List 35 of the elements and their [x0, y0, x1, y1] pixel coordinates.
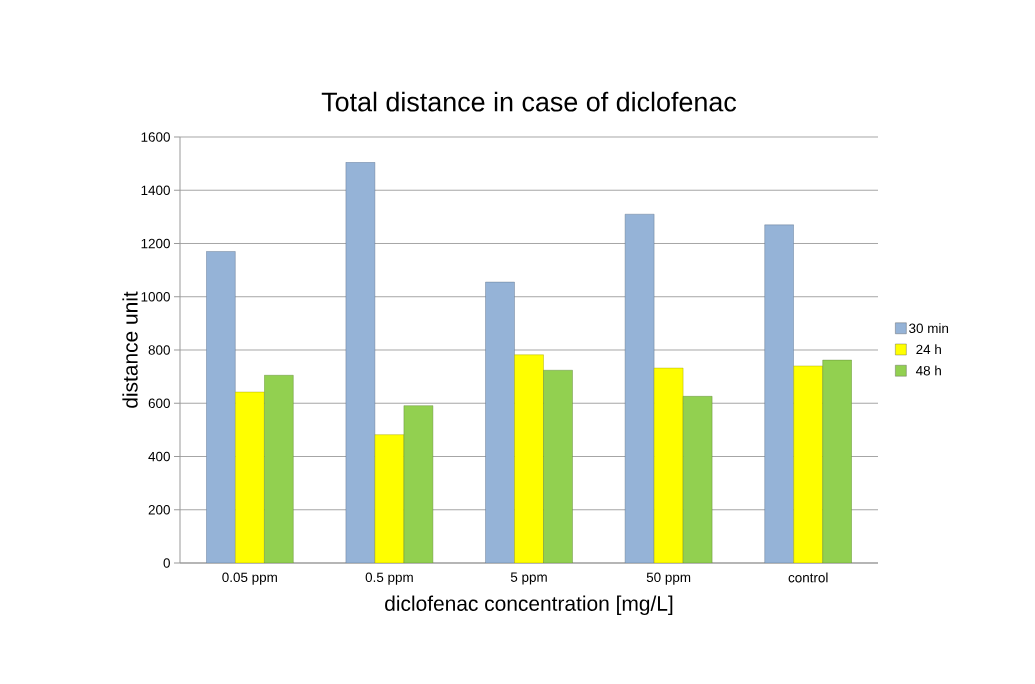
y-tick-label: 800: [148, 345, 170, 355]
y-tick-label: 1600: [141, 132, 170, 142]
legend-label: 24 h: [916, 344, 941, 355]
bar: [206, 251, 236, 563]
y-tick-label: 0: [163, 558, 170, 568]
bar: [682, 396, 713, 563]
x-tick-label: 0.5 ppm: [365, 572, 413, 585]
bar: [345, 162, 376, 563]
bar: [793, 365, 823, 563]
y-tick-label: 1400: [141, 185, 170, 195]
bar: [374, 434, 405, 563]
y-tick-label: 1200: [141, 238, 170, 249]
x-tick-label: 5 ppm: [510, 572, 547, 585]
legend-label: 30 min: [909, 323, 949, 334]
x-tick-label: 50 ppm: [646, 572, 691, 585]
bar: [653, 367, 684, 563]
bar: [264, 375, 294, 563]
y-tick-label: 600: [148, 398, 170, 408]
x-axis-title: diclofenac concentration [mg/L]: [385, 595, 673, 616]
chart-title: Total distance in case of diclofenac: [321, 91, 737, 112]
legend-label: 48 h: [915, 365, 941, 376]
y-axis-title: distance unit: [122, 291, 138, 408]
bar: [403, 405, 434, 563]
bar: [624, 214, 655, 563]
bar: [764, 224, 794, 563]
x-tick-label: control: [788, 572, 828, 583]
bar: [822, 359, 852, 563]
bar: [485, 281, 515, 563]
bar: [543, 370, 573, 563]
bar: [514, 354, 544, 563]
x-tick-label: 0.05 ppm: [222, 572, 277, 585]
y-tick-label: 400: [148, 451, 170, 462]
y-tick-label: 200: [148, 504, 170, 515]
y-tick-label: 1000: [141, 291, 170, 302]
bar: [235, 391, 265, 563]
